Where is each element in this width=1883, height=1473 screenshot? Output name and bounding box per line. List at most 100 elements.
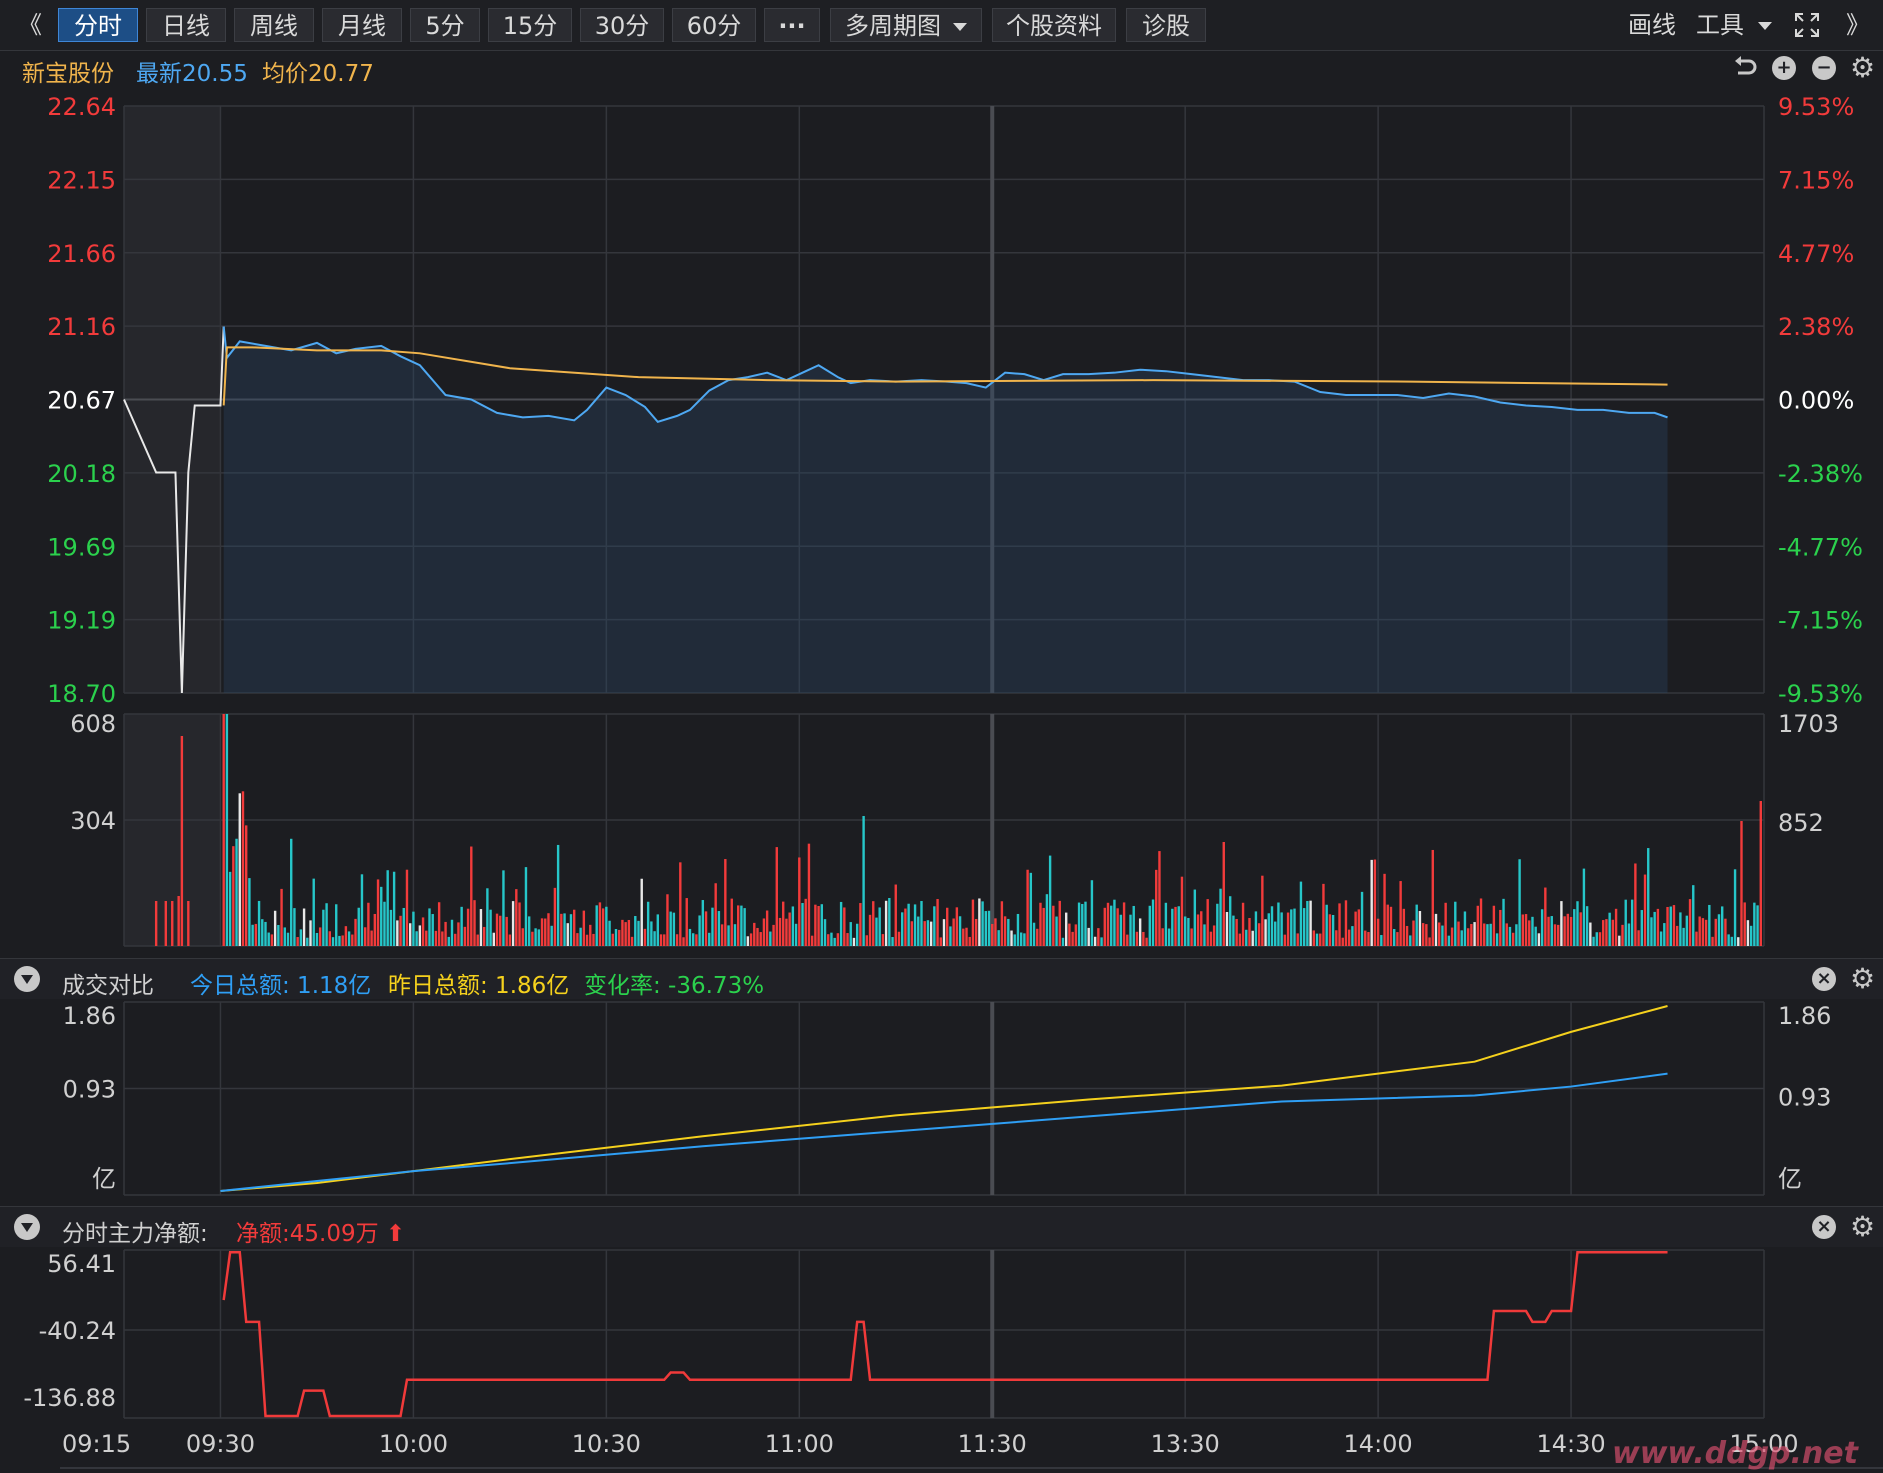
volume-bar <box>1238 933 1242 946</box>
volume-bar <box>1749 925 1753 946</box>
tab-intraday[interactable]: 分时 <box>58 8 138 42</box>
volume-bar <box>560 913 563 946</box>
volume-bar <box>685 898 688 946</box>
volume-bar <box>962 928 965 946</box>
volume-bar <box>740 905 743 946</box>
more-button[interactable]: ··· <box>764 8 820 42</box>
volume-bar <box>1737 937 1740 946</box>
volume-bar <box>1261 875 1264 946</box>
volume-bar <box>312 878 315 946</box>
volume-bar <box>1643 874 1647 946</box>
volume-bar <box>492 932 496 946</box>
compare-tick-label: 亿 <box>1778 1165 1802 1193</box>
volume-bar <box>460 906 463 946</box>
volume-bar <box>897 931 901 946</box>
volume-bar <box>1270 906 1274 946</box>
volume-bar <box>720 924 724 946</box>
expand-right-button[interactable]: 》 <box>1846 11 1870 39</box>
volume-bar <box>302 908 306 946</box>
volume-bar <box>1688 899 1692 946</box>
tools-dropdown[interactable]: 工具 <box>1696 8 1772 42</box>
settings-gear-icon[interactable]: ⚙ <box>1850 1210 1876 1243</box>
volume-bar <box>1531 916 1534 946</box>
volume-bar <box>331 937 335 946</box>
tab-15min[interactable]: 15分 <box>488 8 572 42</box>
net-tick-label: -40.24 <box>39 1317 116 1345</box>
volume-bar <box>1476 905 1480 946</box>
volume-bar <box>1200 911 1203 946</box>
volume-bar <box>335 904 338 946</box>
volume-bar <box>807 843 811 946</box>
today-turnover-line <box>220 1072 1668 1192</box>
tab-weekly[interactable]: 周线 <box>234 8 314 42</box>
volume-bar <box>891 937 894 946</box>
settings-gear-icon[interactable]: ⚙ <box>1850 51 1876 84</box>
volume-bar <box>389 909 393 946</box>
zoom-in-icon[interactable]: + <box>1772 56 1796 80</box>
multi-period-dropdown[interactable]: 多周期图 <box>830 8 982 42</box>
close-icon[interactable]: × <box>1812 967 1836 991</box>
tab-30min[interactable]: 30分 <box>580 8 664 42</box>
tab-monthly[interactable]: 月线 <box>322 8 402 42</box>
volume-bar <box>524 867 528 946</box>
volume-bar <box>277 925 280 946</box>
settings-gear-icon[interactable]: ⚙ <box>1850 962 1876 995</box>
tab-5min[interactable]: 5分 <box>410 8 480 42</box>
volume-bar <box>1106 902 1110 946</box>
volume-bar <box>1016 913 1020 946</box>
volume-bar <box>862 816 865 946</box>
volume-bar <box>634 916 637 946</box>
volume-bar <box>476 934 479 946</box>
volume-bar <box>679 862 682 946</box>
tab-60min[interactable]: 60分 <box>672 8 756 42</box>
volume-bar <box>727 925 730 946</box>
volume-bar <box>1582 868 1586 946</box>
volume-bar <box>482 926 486 946</box>
tab-daily[interactable]: 日线 <box>146 8 226 42</box>
collapse-left-button[interactable]: 《 <box>18 11 42 39</box>
volume-bar <box>222 714 225 946</box>
volume-bar <box>1042 907 1045 946</box>
volume-bar <box>1714 918 1717 946</box>
volume-bar <box>1267 913 1270 946</box>
volume-bar <box>1245 929 1248 946</box>
multi-period-label: 多周期图 <box>845 12 941 40</box>
volume-bar <box>1682 927 1685 946</box>
volume-bar <box>997 930 1000 946</box>
volume-bar <box>556 844 560 946</box>
price-tick-label: 19.19 <box>47 607 116 635</box>
volume-bar <box>881 934 885 946</box>
volume-bar <box>479 909 483 946</box>
volume-bar <box>1479 898 1483 946</box>
volume-bar <box>788 912 791 946</box>
volume-bar <box>431 914 434 946</box>
volume-bar <box>798 857 801 946</box>
volume-bar <box>1129 914 1132 946</box>
volume-bar <box>1602 920 1605 946</box>
diagnose-button[interactable]: 诊股 <box>1126 8 1206 42</box>
pct-tick-label: -4.77% <box>1778 533 1863 561</box>
volume-bar <box>1074 924 1078 946</box>
undo-icon[interactable] <box>1732 55 1758 87</box>
draw-line-button[interactable]: 画线 <box>1628 11 1676 39</box>
volume-bar <box>733 924 737 946</box>
volume-bar <box>392 871 396 946</box>
volume-bar <box>454 933 457 946</box>
volume-bar <box>1720 906 1724 946</box>
volume-bar <box>1338 903 1341 946</box>
stock-info-button[interactable]: 个股资料 <box>992 8 1116 42</box>
fullscreen-icon[interactable] <box>1794 12 1820 38</box>
volume-bar <box>1122 902 1126 946</box>
volume-bar <box>1399 881 1402 946</box>
volume-bar <box>408 923 412 946</box>
volume-bar <box>370 930 373 946</box>
collapse-triangle-icon[interactable] <box>14 966 40 992</box>
zoom-out-icon[interactable]: − <box>1812 56 1836 80</box>
collapse-triangle-icon[interactable] <box>14 1214 40 1240</box>
volume-bar <box>1158 851 1161 946</box>
volume-bar <box>396 920 399 946</box>
close-icon[interactable]: × <box>1812 1215 1836 1239</box>
volume-bar <box>1248 918 1251 946</box>
volume-bar <box>1653 911 1656 946</box>
